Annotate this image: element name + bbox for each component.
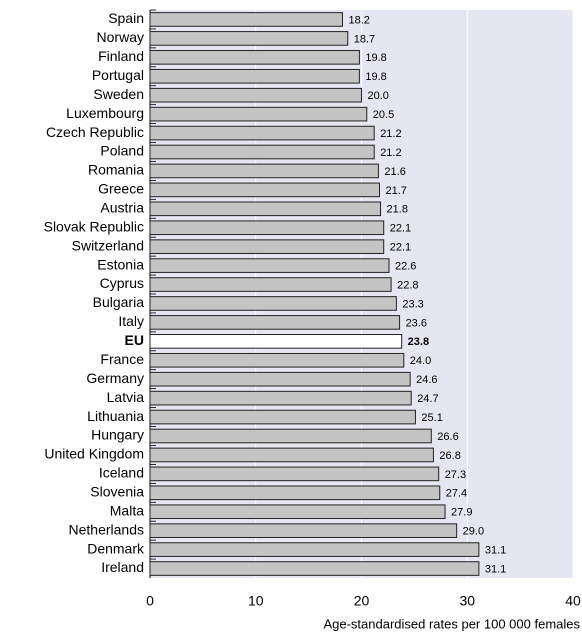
y-tick-label: EU [125, 332, 144, 348]
bar [149, 504, 446, 520]
bar [149, 561, 480, 576]
value-label: 23.8 [408, 336, 429, 348]
value-label: 18.7 [354, 33, 375, 45]
bar [149, 12, 343, 27]
value-label: 23.6 [406, 317, 427, 329]
value-label: 23.3 [402, 298, 423, 310]
value-label: 19.8 [365, 52, 386, 64]
y-tick-label: Austria [100, 200, 144, 216]
bar [149, 485, 441, 501]
bar [149, 182, 380, 198]
bar [149, 258, 390, 273]
bar [149, 371, 411, 387]
value-label: 26.6 [437, 431, 458, 443]
value-label: 25.1 [421, 412, 442, 424]
value-label: 21.2 [380, 128, 401, 140]
bar [149, 390, 412, 406]
bar [149, 409, 416, 425]
y-tick-label: Switzerland [72, 237, 144, 253]
bar [149, 334, 403, 349]
value-label: 24.6 [416, 374, 437, 386]
value-label: 20.0 [368, 90, 389, 102]
y-tick-label: Luxembourg [66, 105, 144, 121]
y-tick-label: Germany [86, 370, 144, 386]
y-tick-label: Slovenia [90, 484, 144, 500]
bar [149, 239, 385, 254]
y-tick-label: Norway [97, 29, 144, 45]
y-tick-label: Romania [88, 162, 144, 178]
y-tick-label: Bulgaria [93, 294, 145, 310]
bar [149, 352, 405, 368]
bar [149, 68, 360, 84]
value-label: 21.7 [385, 185, 406, 197]
y-tick-label: Czech Republic [46, 124, 144, 140]
y-tick-label: Cyprus [100, 275, 144, 291]
value-label: 26.8 [439, 450, 460, 462]
x-tick-label: 20 [354, 593, 370, 609]
value-label: 19.8 [365, 71, 386, 83]
value-label: 22.8 [397, 279, 418, 291]
value-label: 27.3 [445, 469, 466, 481]
bar [149, 277, 392, 292]
bar [149, 144, 375, 160]
bar [149, 296, 397, 311]
value-label: 18.2 [348, 14, 369, 26]
bar [149, 50, 360, 65]
y-tick-label: Greece [98, 181, 144, 197]
bar [149, 315, 401, 330]
y-tick-label: Lithuania [87, 408, 144, 424]
bar [149, 31, 349, 46]
y-tick-label: Portugal [92, 67, 144, 83]
bar [149, 447, 434, 463]
bar [149, 523, 458, 538]
value-label: 31.1 [485, 545, 506, 557]
value-label: 20.5 [373, 109, 394, 121]
x-axis-label: Age-standardised rates per 100 000 femal… [323, 616, 580, 631]
y-tick-label: Estonia [97, 256, 144, 272]
x-tick-label: 30 [459, 593, 475, 609]
value-label: 21.6 [384, 166, 405, 178]
y-tick-label: Malta [110, 502, 144, 518]
y-tick-label: Finland [98, 48, 144, 64]
value-label: 22.6 [395, 261, 416, 273]
bar [149, 466, 440, 482]
y-tick-label: Denmark [87, 540, 145, 556]
y-tick-label: Iceland [99, 465, 144, 481]
x-tick-label: 0 [146, 593, 154, 609]
value-label: 27.4 [446, 488, 467, 500]
y-tick-label: Slovak Republic [44, 218, 144, 234]
x-tick-label: 40 [565, 593, 581, 609]
bar [149, 428, 432, 444]
value-label: 24.7 [417, 393, 438, 405]
y-tick-label: Spain [108, 10, 144, 26]
y-tick-label: France [100, 351, 144, 367]
bar [149, 87, 362, 103]
value-label: 29.0 [463, 526, 484, 538]
y-tick-label: Ireland [101, 559, 144, 575]
value-label: 21.2 [380, 147, 401, 159]
bar [149, 542, 480, 557]
value-label: 21.8 [387, 204, 408, 216]
value-label: 27.9 [451, 507, 472, 519]
x-tick-label: 10 [248, 593, 264, 609]
y-tick-label: Latvia [107, 389, 145, 405]
bar [149, 220, 385, 236]
value-label: 31.1 [485, 563, 506, 575]
y-tick-label: United Kingdom [44, 446, 144, 462]
y-tick-label: Hungary [91, 427, 144, 443]
bar [149, 201, 382, 217]
value-label: 22.1 [390, 242, 411, 254]
bar [149, 163, 379, 179]
value-label: 24.0 [410, 355, 431, 367]
y-tick-label: Sweden [93, 86, 144, 102]
bar [149, 125, 375, 141]
value-label: 22.1 [390, 223, 411, 235]
y-tick-label: Poland [100, 143, 144, 159]
bar [149, 106, 368, 122]
y-tick-label: Netherlands [69, 521, 145, 537]
y-tick-label: Italy [118, 313, 144, 329]
